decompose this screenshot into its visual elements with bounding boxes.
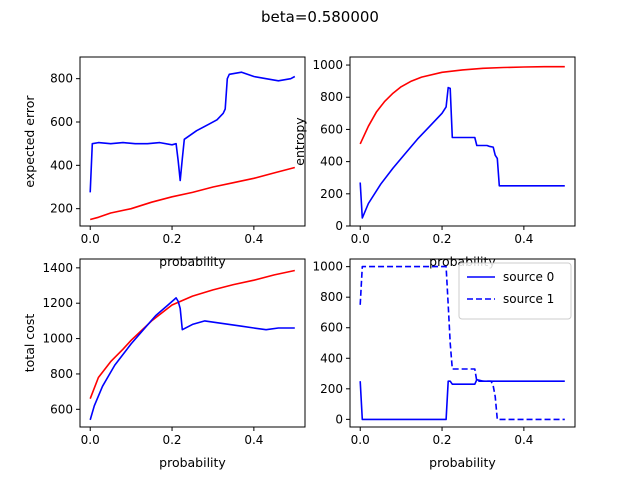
- y-axis-label: expected error: [22, 95, 37, 188]
- y-tick-label: 600: [50, 115, 73, 129]
- y-tick-label: 1000: [42, 332, 73, 346]
- y-tick-label: 400: [320, 351, 343, 365]
- subplot-1: 0.0 0.2 0.4 200 400 600 800 probability expected…: [22, 56, 306, 269]
- x-axis-label: probability: [159, 455, 226, 470]
- x-tick-label: 0.2: [162, 433, 181, 447]
- x-tick-label: 0.2: [432, 232, 451, 246]
- series-line-2: [359, 86, 565, 219]
- series-line-1: [359, 378, 565, 421]
- y-tick-label: 0: [335, 412, 343, 426]
- x-axis-label: probability: [159, 254, 226, 269]
- y-tick-label: 200: [50, 202, 73, 216]
- y-axis-label: total cost: [22, 314, 37, 373]
- x-tick-label: 0.0: [81, 232, 100, 246]
- x-tick-label: 0.4: [244, 433, 263, 447]
- y-axis-label: entropy: [292, 117, 307, 166]
- x-tick-label: 0.4: [514, 433, 533, 447]
- figure-title: beta=0.580000: [261, 8, 379, 26]
- y-tick-label: 600: [320, 321, 343, 335]
- axes-frame: [79, 258, 306, 428]
- series-line-1: [89, 269, 295, 399]
- y-tick-label: 800: [320, 290, 343, 304]
- x-tick-label: 0.4: [244, 232, 263, 246]
- series-line-1: [359, 65, 565, 145]
- y-tick-label: 800: [320, 90, 343, 104]
- subplot-2: 0.0 0.2 0.402004006008001000probabilityent…: [292, 56, 576, 269]
- y-tick-label: 600: [50, 402, 73, 416]
- y-tick-label: 200: [320, 382, 343, 396]
- legend: source 0 source 1: [458, 262, 572, 320]
- series-line-1: [89, 71, 296, 193]
- y-tick-label: 400: [50, 158, 73, 172]
- x-tick-label: 0.2: [162, 232, 181, 246]
- subplot-4: 0.0 0.2 0.4 0 200 400 600 800 1000 probability sou…: [312, 258, 576, 470]
- y-tick-label: 0: [335, 219, 343, 233]
- y-tick-label: 1000: [312, 260, 343, 274]
- y-tick-label: 200: [320, 187, 343, 201]
- subplot-3: 0.0 0.2 0.4 600 800 1000 1200 1400 probability to…: [22, 258, 306, 470]
- axes-frame: [349, 258, 576, 428]
- y-tick-label: 1400: [42, 261, 73, 275]
- series-line-2: [359, 265, 565, 421]
- x-tick-label: 0.0: [351, 433, 370, 447]
- series-line-2: [89, 297, 295, 421]
- y-tick-label: 400: [320, 155, 343, 169]
- y-tick-label: 1000: [312, 58, 343, 72]
- x-tick-label: 0.2: [432, 433, 451, 447]
- axes-frame: [79, 56, 306, 227]
- x-tick-label: 0.0: [351, 232, 370, 246]
- axes-frame: [349, 56, 576, 227]
- x-tick-label: 0.0: [81, 433, 100, 447]
- axes-layer: 0.0 0.2 0.4 200 400 600 800 probability expected…: [22, 56, 576, 470]
- series-line-2: [89, 166, 296, 221]
- y-tick-label: 1200: [42, 296, 73, 310]
- y-tick-label: 800: [50, 72, 73, 86]
- legend-label: source 1: [503, 292, 554, 306]
- y-tick-label: 600: [320, 122, 343, 136]
- x-tick-label: 0.4: [514, 232, 533, 246]
- y-tick-label: 800: [50, 367, 73, 381]
- legend-label: source 0: [503, 270, 554, 284]
- x-axis-label: probability: [429, 455, 496, 470]
